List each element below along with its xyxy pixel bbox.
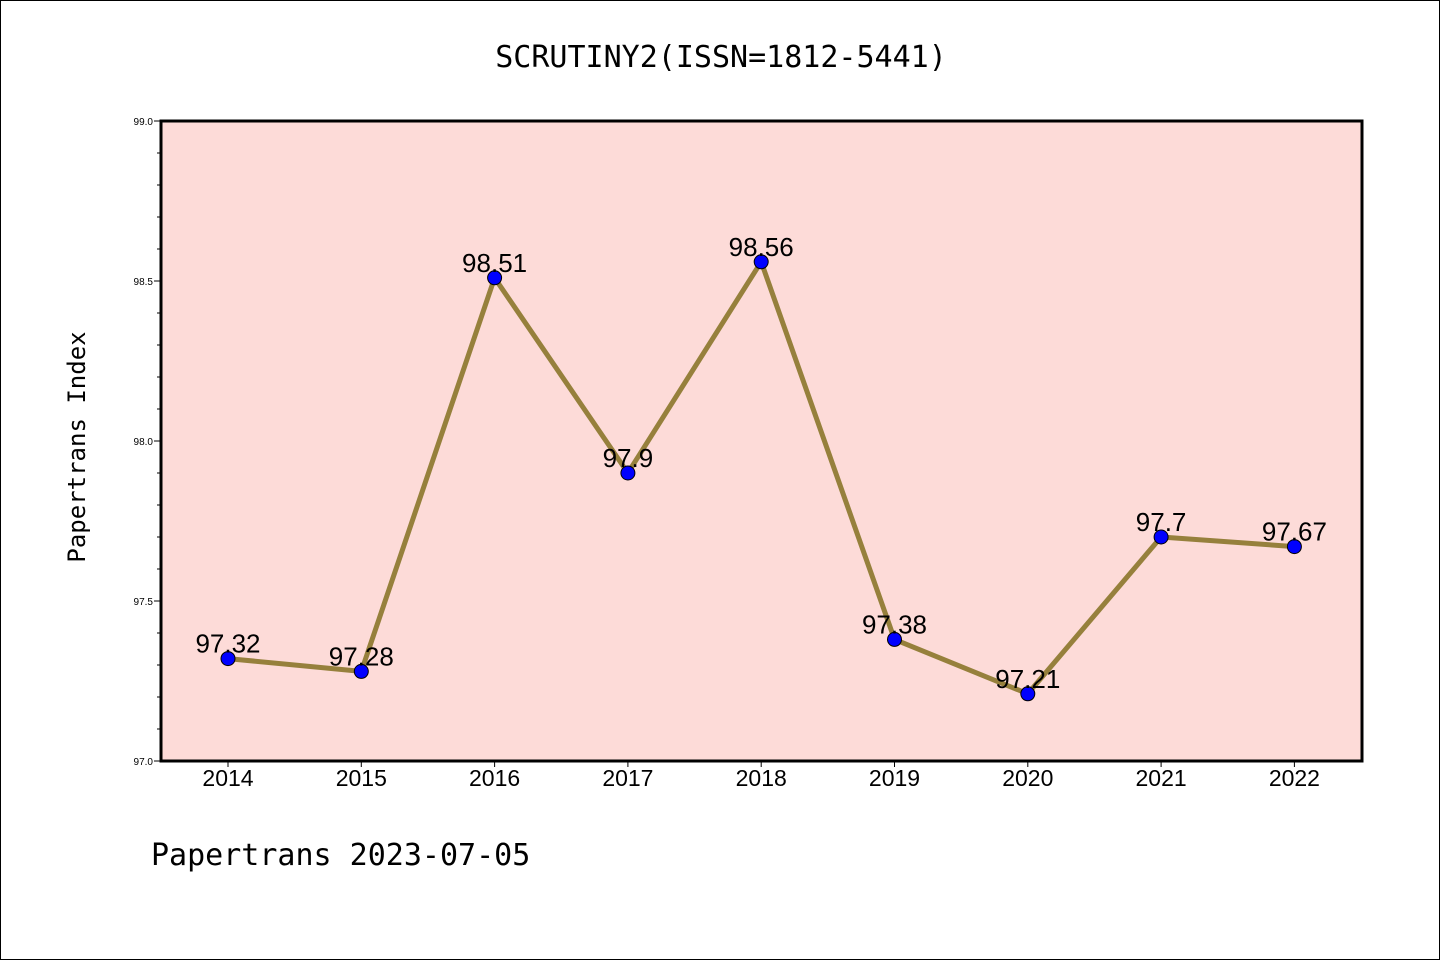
- y-axis: 97.0 97.5 98.0 98.5 99.0: [134, 117, 161, 768]
- data-label: 97.7: [1136, 507, 1187, 537]
- data-label: 97.21: [995, 664, 1060, 694]
- y-tick-label: 99.0: [134, 117, 154, 128]
- data-point: [220, 651, 236, 667]
- y-axis-label: Papertrans Index: [63, 331, 91, 562]
- data-labels: 97.32 97.28 98.51 97.9 98.56 97.38 97.21 97.7 97…: [195, 232, 1326, 694]
- y-tick-label: 98.5: [134, 277, 154, 288]
- x-tick-label: 2022: [1269, 765, 1320, 791]
- y-tick-label: 97.0: [134, 757, 154, 768]
- data-label: 97.38: [862, 609, 927, 639]
- x-axis: 2014 2015 2016 2017 2018 2019 2020 2021 2022: [202, 761, 1320, 791]
- x-tick-label: 2019: [869, 765, 920, 791]
- data-label: 97.28: [329, 641, 394, 671]
- data-label: 97.67: [1262, 517, 1327, 547]
- data-point: [487, 270, 503, 286]
- plot-area: [159, 119, 1364, 763]
- y-tick-label: 98.0: [134, 437, 154, 448]
- data-point: [1153, 529, 1169, 545]
- x-tick-label: 2014: [202, 765, 253, 791]
- data-points: [220, 254, 1302, 702]
- footer-text: Papertrans 2023-07-05: [151, 838, 530, 873]
- x-tick-label: 2017: [602, 765, 653, 791]
- x-tick-label: 2016: [469, 765, 520, 791]
- data-point: [753, 254, 769, 270]
- data-point: [1020, 686, 1036, 702]
- data-label: 98.56: [729, 232, 794, 262]
- x-tick-label: 2020: [1002, 765, 1053, 791]
- data-label: 98.51: [462, 248, 527, 278]
- data-point: [1286, 539, 1302, 555]
- data-point: [887, 631, 902, 647]
- chart-title: SCRUTINY2(ISSN=1812-5441): [495, 40, 947, 75]
- data-label: 97.32: [195, 629, 260, 659]
- x-tick-label: 2018: [736, 765, 787, 791]
- data-point: [620, 465, 636, 481]
- x-tick-label: 2021: [1136, 765, 1187, 791]
- x-tick-label: 2015: [336, 765, 387, 791]
- y-tick-label: 97.5: [134, 597, 154, 608]
- data-point: [353, 663, 369, 679]
- data-label: 97.9: [603, 443, 654, 473]
